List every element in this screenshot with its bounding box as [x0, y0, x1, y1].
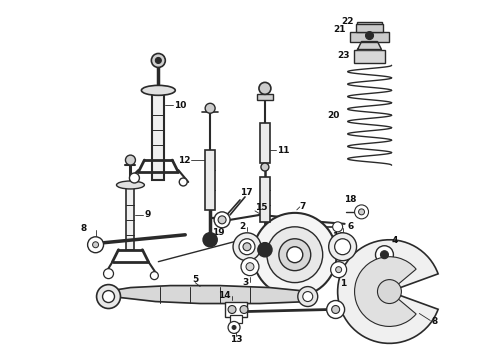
Bar — [260, 177, 270, 222]
Circle shape — [336, 267, 342, 273]
Circle shape — [102, 291, 115, 302]
Circle shape — [253, 213, 337, 297]
Circle shape — [279, 239, 311, 271]
Text: 7: 7 — [300, 202, 306, 211]
Text: 12: 12 — [178, 156, 190, 165]
Circle shape — [129, 173, 140, 183]
Circle shape — [267, 227, 323, 283]
Circle shape — [240, 306, 248, 314]
Text: 20: 20 — [327, 111, 340, 120]
Text: 15: 15 — [255, 203, 268, 212]
Circle shape — [151, 54, 165, 67]
Circle shape — [214, 212, 230, 228]
Text: 5: 5 — [192, 275, 198, 284]
Polygon shape — [105, 285, 310, 303]
Text: 21: 21 — [333, 25, 345, 34]
Bar — [357, 22, 383, 30]
Text: 23: 23 — [337, 51, 349, 60]
Circle shape — [241, 258, 259, 276]
Circle shape — [329, 233, 357, 261]
Text: 4: 4 — [391, 236, 397, 245]
Circle shape — [228, 306, 236, 314]
Bar — [126, 185, 134, 250]
Circle shape — [150, 272, 158, 280]
Circle shape — [287, 247, 303, 263]
Circle shape — [218, 216, 226, 224]
Circle shape — [97, 285, 121, 309]
Text: 13: 13 — [230, 335, 242, 344]
Ellipse shape — [142, 85, 175, 95]
Text: 10: 10 — [174, 101, 187, 110]
Circle shape — [179, 178, 187, 186]
Circle shape — [332, 306, 340, 314]
Bar — [205, 150, 215, 210]
Wedge shape — [355, 257, 416, 327]
Bar — [260, 123, 270, 163]
Text: 19: 19 — [212, 228, 225, 237]
Text: 8: 8 — [431, 317, 438, 326]
Circle shape — [335, 239, 350, 255]
Circle shape — [333, 222, 343, 232]
Circle shape — [103, 269, 114, 279]
Bar — [257, 94, 273, 100]
Text: 14: 14 — [218, 291, 230, 300]
Text: 9: 9 — [145, 210, 151, 219]
Circle shape — [261, 163, 269, 171]
Text: 16: 16 — [332, 232, 344, 241]
Circle shape — [125, 155, 135, 165]
Circle shape — [375, 246, 393, 264]
Ellipse shape — [117, 181, 145, 189]
Circle shape — [259, 82, 271, 94]
Text: 22: 22 — [341, 17, 354, 26]
Circle shape — [88, 237, 103, 253]
Text: 18: 18 — [343, 195, 356, 204]
Circle shape — [258, 243, 272, 257]
Circle shape — [205, 103, 215, 113]
Text: 1: 1 — [341, 279, 347, 288]
Circle shape — [243, 243, 251, 251]
Text: 2: 2 — [239, 222, 245, 231]
Bar — [152, 90, 164, 180]
Circle shape — [155, 58, 161, 63]
Circle shape — [380, 251, 389, 259]
Circle shape — [355, 205, 368, 219]
Circle shape — [359, 209, 365, 215]
Bar — [354, 50, 386, 63]
Circle shape — [239, 239, 255, 255]
Text: 8: 8 — [80, 224, 87, 233]
Bar — [349, 32, 390, 41]
Bar — [356, 24, 384, 32]
Text: 3: 3 — [242, 278, 248, 287]
Circle shape — [232, 325, 236, 329]
Wedge shape — [338, 240, 438, 343]
Circle shape — [203, 233, 217, 247]
Text: 6: 6 — [347, 222, 354, 231]
Bar — [230, 315, 242, 323]
Circle shape — [228, 321, 240, 333]
Circle shape — [303, 292, 313, 302]
Text: 17: 17 — [240, 188, 253, 197]
Circle shape — [377, 280, 401, 303]
Circle shape — [366, 32, 373, 40]
Circle shape — [298, 287, 318, 306]
Circle shape — [93, 242, 98, 248]
Bar — [225, 302, 247, 318]
Circle shape — [331, 262, 346, 278]
Polygon shape — [358, 41, 382, 50]
Circle shape — [327, 301, 344, 319]
Circle shape — [233, 233, 261, 261]
Circle shape — [361, 27, 378, 45]
Text: 11: 11 — [277, 145, 290, 154]
Circle shape — [246, 263, 254, 271]
